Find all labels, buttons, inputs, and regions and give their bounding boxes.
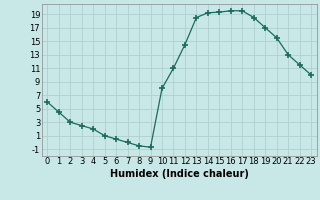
X-axis label: Humidex (Indice chaleur): Humidex (Indice chaleur) [110,169,249,179]
